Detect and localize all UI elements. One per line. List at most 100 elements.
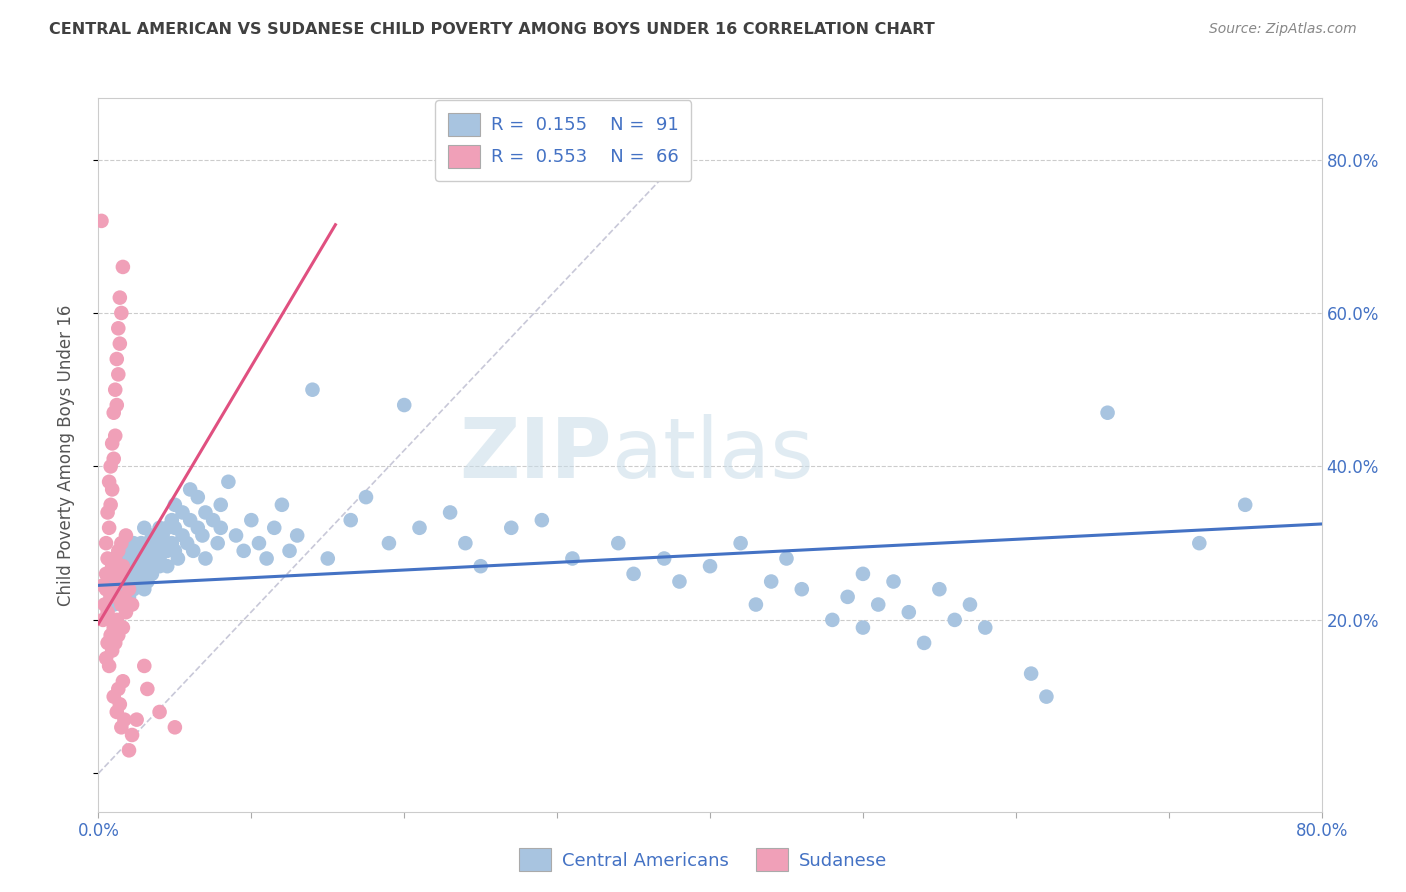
- Point: [149, 536, 172, 550]
- Point: [530, 513, 553, 527]
- Point: [100, 590, 122, 604]
- Point: [98, 566, 121, 581]
- Point: [134, 659, 156, 673]
- Point: [163, 498, 186, 512]
- Point: [912, 636, 935, 650]
- Point: [1035, 690, 1057, 704]
- Point: [107, 566, 129, 581]
- Point: [103, 598, 125, 612]
- Point: [105, 582, 128, 597]
- Point: [111, 260, 134, 274]
- Point: [179, 513, 201, 527]
- Point: [115, 582, 138, 597]
- Point: [104, 383, 127, 397]
- Point: [270, 498, 292, 512]
- Point: [98, 475, 121, 489]
- Point: [100, 459, 122, 474]
- Point: [141, 566, 163, 581]
- Point: [122, 536, 145, 550]
- Point: [105, 351, 128, 366]
- Point: [163, 521, 186, 535]
- Point: [112, 713, 135, 727]
- Point: [105, 613, 128, 627]
- Point: [316, 551, 339, 566]
- Point: [101, 643, 124, 657]
- Point: [339, 513, 361, 527]
- Point: [97, 605, 120, 619]
- Point: [623, 566, 645, 581]
- Point: [101, 436, 124, 450]
- Point: [122, 582, 145, 597]
- Legend: Central Americans, Sudanese: Central Americans, Sudanese: [512, 841, 894, 879]
- Point: [149, 521, 172, 535]
- Point: [152, 528, 174, 542]
- Point: [232, 544, 254, 558]
- Point: [91, 613, 114, 627]
- Point: [149, 705, 172, 719]
- Point: [181, 544, 204, 558]
- Point: [117, 544, 139, 558]
- Point: [97, 506, 120, 520]
- Point: [730, 536, 752, 550]
- Point: [959, 598, 981, 612]
- Point: [652, 551, 675, 566]
- Point: [156, 544, 179, 558]
- Point: [110, 720, 132, 734]
- Point: [125, 544, 148, 558]
- Text: ZIP: ZIP: [460, 415, 612, 495]
- Point: [103, 451, 125, 466]
- Point: [107, 628, 129, 642]
- Point: [118, 574, 141, 589]
- Point: [101, 483, 124, 497]
- Point: [378, 536, 401, 550]
- Point: [108, 566, 131, 581]
- Point: [134, 544, 156, 558]
- Point: [775, 551, 797, 566]
- Point: [110, 590, 132, 604]
- Point: [134, 566, 156, 581]
- Point: [107, 681, 129, 696]
- Point: [897, 605, 920, 619]
- Point: [91, 578, 114, 592]
- Point: [1097, 406, 1119, 420]
- Point: [134, 582, 156, 597]
- Point: [98, 521, 121, 535]
- Text: Source: ZipAtlas.com: Source: ZipAtlas.com: [1209, 22, 1357, 37]
- Point: [187, 490, 209, 504]
- Point: [103, 621, 125, 635]
- Point: [134, 521, 156, 535]
- Point: [263, 521, 285, 535]
- Point: [439, 506, 461, 520]
- Point: [837, 590, 859, 604]
- Point: [118, 559, 141, 574]
- Point: [790, 582, 813, 597]
- Point: [108, 698, 131, 712]
- Point: [136, 536, 159, 550]
- Point: [149, 551, 172, 566]
- Point: [100, 498, 122, 512]
- Point: [191, 528, 214, 542]
- Point: [225, 528, 247, 542]
- Point: [607, 536, 630, 550]
- Point: [118, 590, 141, 604]
- Point: [115, 566, 138, 581]
- Point: [103, 406, 125, 420]
- Point: [163, 720, 186, 734]
- Point: [207, 536, 229, 550]
- Point: [883, 574, 905, 589]
- Point: [163, 544, 186, 558]
- Point: [179, 483, 201, 497]
- Point: [111, 559, 134, 574]
- Point: [852, 621, 875, 635]
- Point: [112, 559, 135, 574]
- Point: [1234, 498, 1257, 512]
- Point: [156, 559, 179, 574]
- Point: [852, 566, 875, 581]
- Point: [111, 621, 134, 635]
- Point: [105, 705, 128, 719]
- Point: [112, 590, 135, 604]
- Point: [194, 506, 217, 520]
- Point: [821, 613, 844, 627]
- Point: [97, 551, 120, 566]
- Point: [974, 621, 997, 635]
